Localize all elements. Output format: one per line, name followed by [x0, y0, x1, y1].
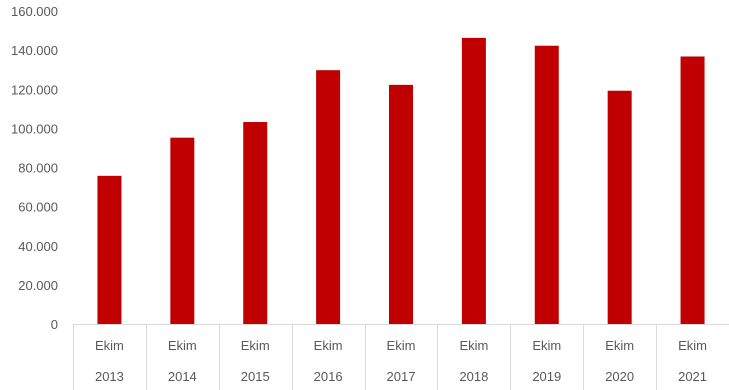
- y-tick-label: 60.000: [18, 200, 58, 215]
- x-axis: [73, 324, 729, 390]
- bar-2021: [680, 56, 705, 325]
- x-month-label: Ekim: [459, 338, 488, 353]
- x-month-label: Ekim: [387, 338, 416, 353]
- bar-2016: [316, 70, 341, 325]
- x-year-label: 2020: [605, 369, 634, 384]
- x-year-label: 2014: [168, 369, 197, 384]
- bar-2014: [170, 137, 195, 325]
- y-tick-label: 80.000: [18, 161, 58, 176]
- bar-2013: [97, 175, 122, 325]
- bar-2019: [534, 45, 559, 325]
- bar-2018: [461, 37, 486, 325]
- x-month-label: Ekim: [678, 338, 707, 353]
- x-year-label: 2021: [678, 369, 707, 384]
- y-tick-label: 0: [51, 317, 58, 332]
- y-tick-label: 20.000: [18, 278, 58, 293]
- x-axis-labels: Ekim 2013 Ekim 2014 Ekim 2015 Ekim 2016 Ekim 2017…: [95, 338, 707, 384]
- bars: [97, 37, 705, 325]
- x-year-label: 2017: [387, 369, 416, 384]
- x-year-label: 2018: [459, 369, 488, 384]
- x-year-label: 2013: [95, 369, 124, 384]
- x-month-label: Ekim: [605, 338, 634, 353]
- x-month-label: Ekim: [532, 338, 561, 353]
- y-axis-labels: 0 20.000 40.000 60.000 80.000 100.000 120.000 1…: [11, 4, 58, 332]
- x-year-label: 2015: [241, 369, 270, 384]
- y-tick-label: 40.000: [18, 239, 58, 254]
- y-tick-label: 120.000: [11, 82, 58, 97]
- x-year-label: 2019: [532, 369, 561, 384]
- x-year-label: 2016: [314, 369, 343, 384]
- y-tick-label: 160.000: [11, 4, 58, 19]
- bar-2017: [389, 84, 413, 325]
- y-tick-label: 140.000: [11, 43, 58, 58]
- x-month-label: Ekim: [241, 338, 270, 353]
- x-month-label: Ekim: [314, 338, 343, 353]
- y-tick-label: 100.000: [11, 121, 58, 136]
- bar-2020: [607, 90, 632, 325]
- x-month-label: Ekim: [95, 338, 124, 353]
- bar-2015: [243, 122, 268, 325]
- x-month-label: Ekim: [168, 338, 197, 353]
